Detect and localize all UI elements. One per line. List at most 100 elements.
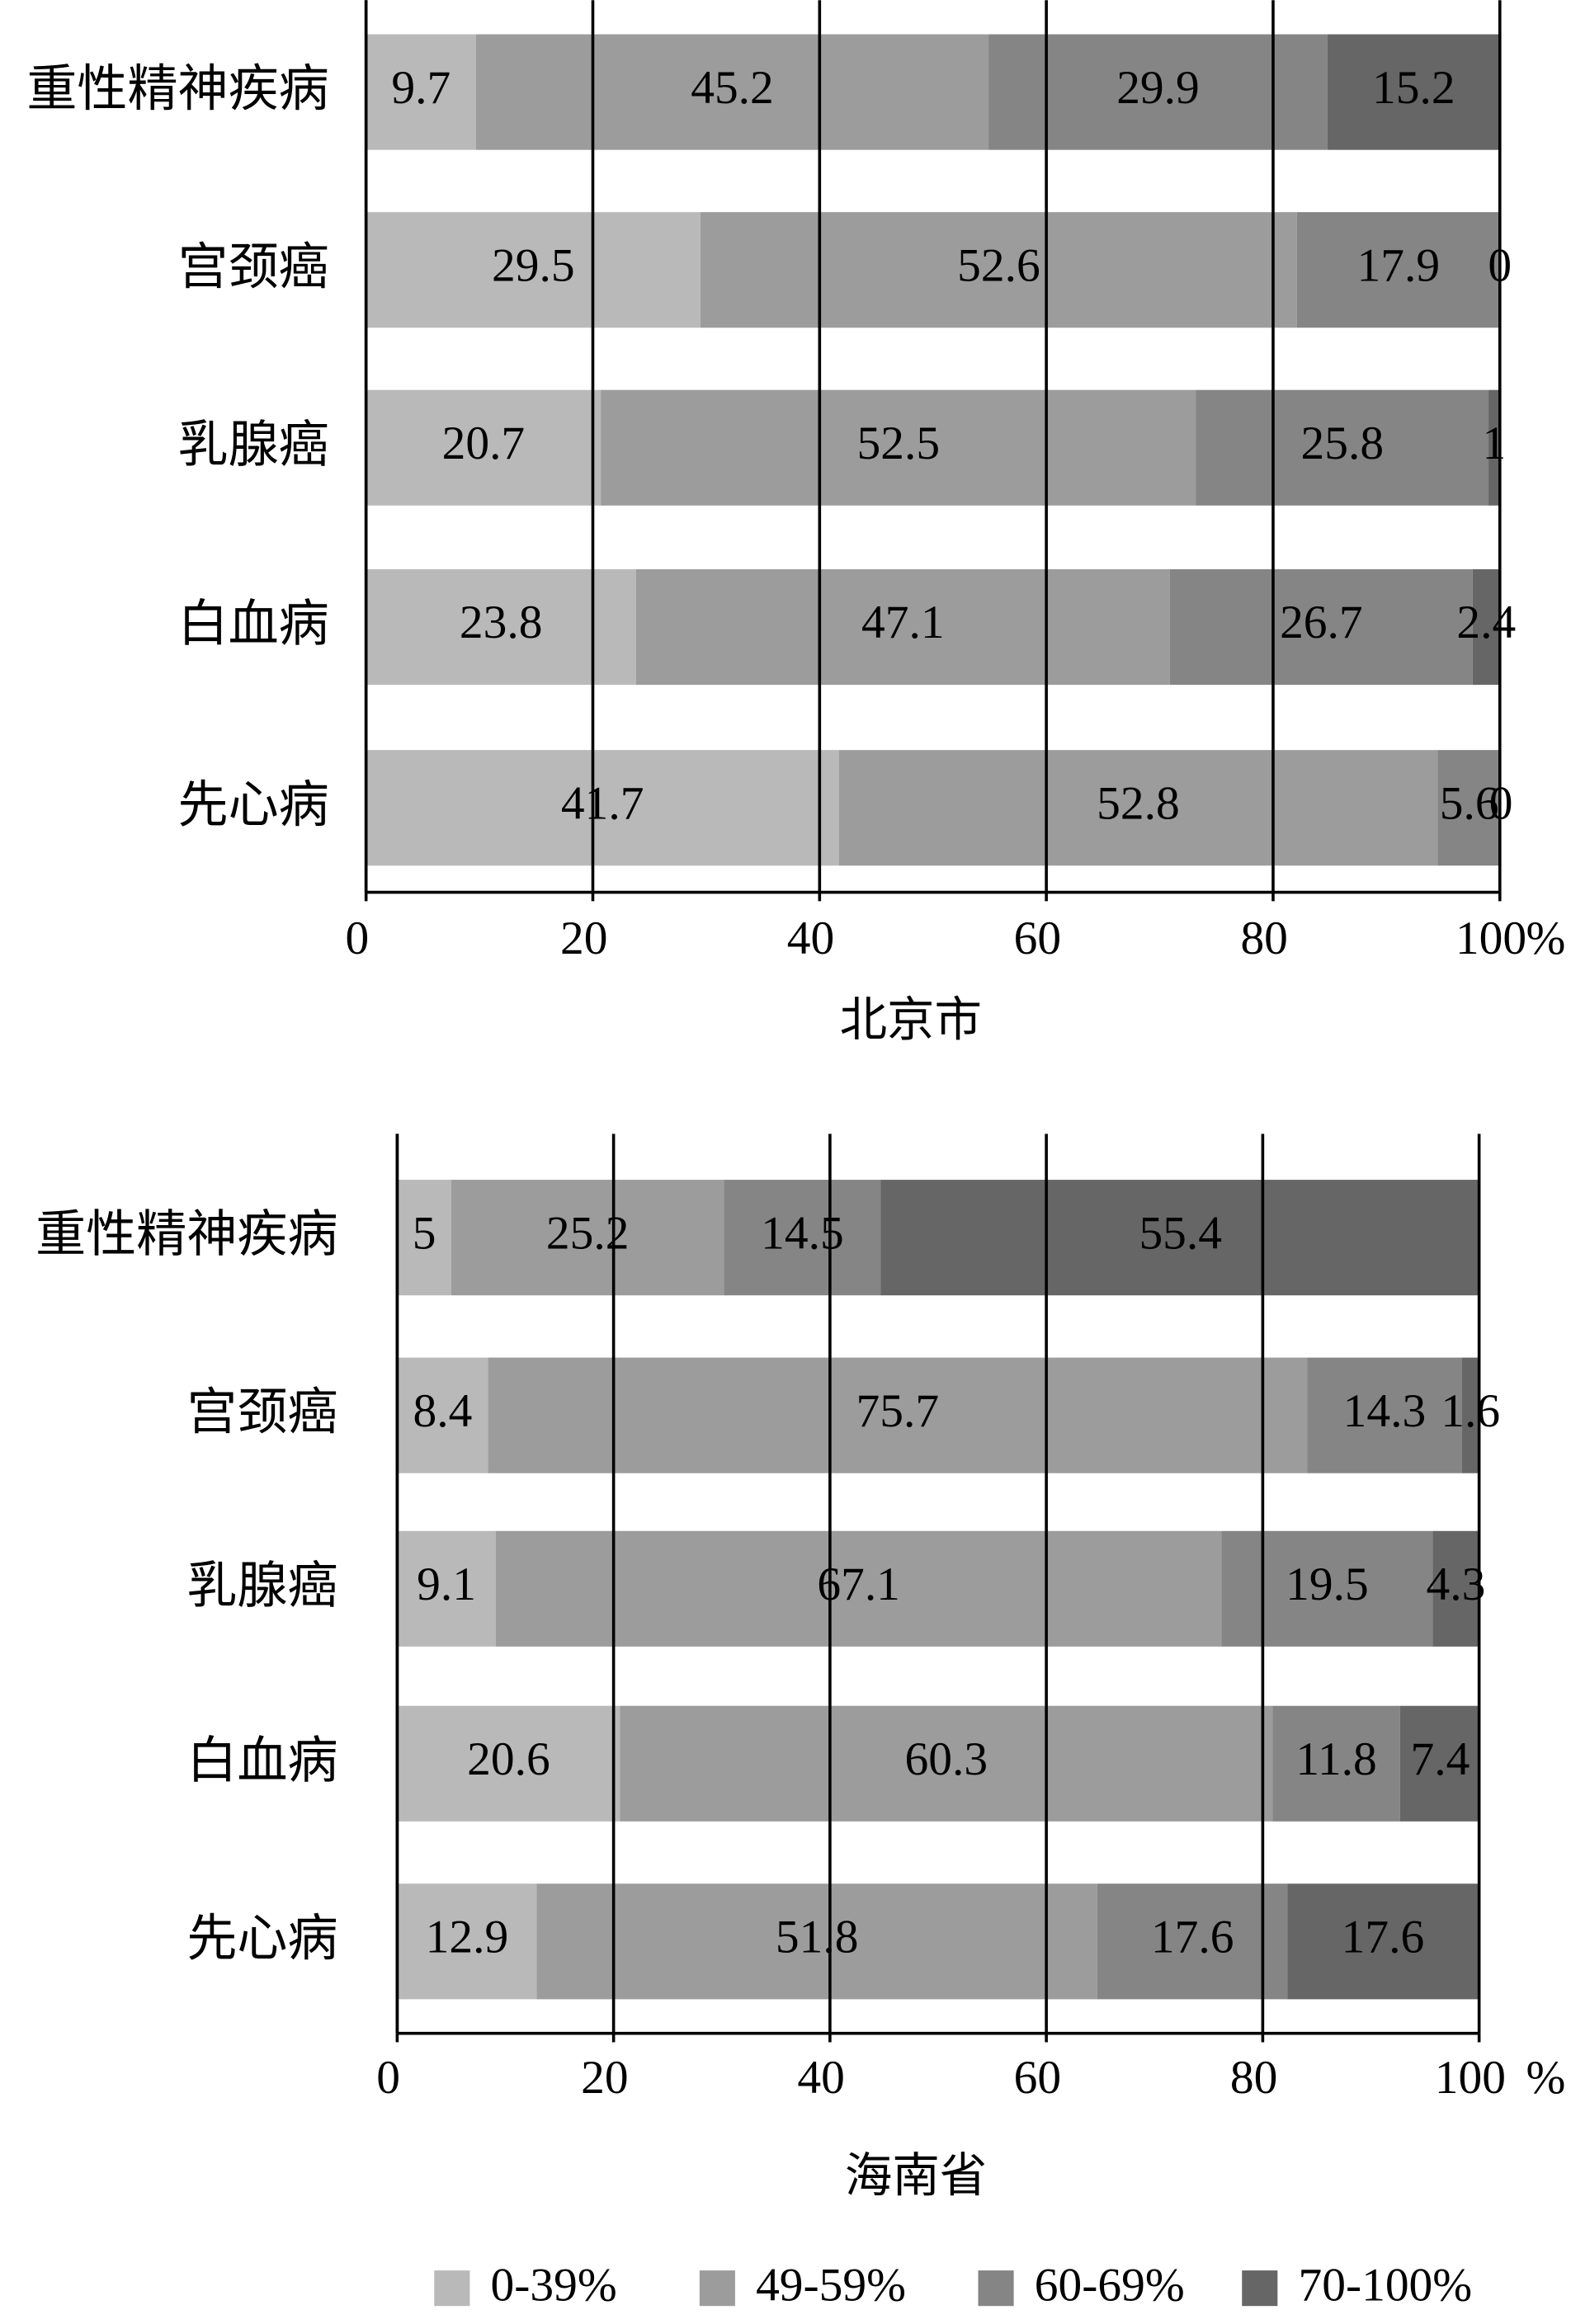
data-label: 11.8 [1295,1733,1376,1785]
data-label: 17.6 [1342,1912,1425,1963]
bar-segment [1488,389,1500,506]
x-tick-label: 80 [1240,912,1287,964]
data-label: 2.4 [1456,596,1516,648]
data-label: 29.5 [492,239,575,291]
data-label: 41.7 [561,777,644,829]
y-tick-label: 先心病 [178,775,329,834]
data-label: 17.9 [1357,239,1441,291]
bar-segment [724,1180,881,1296]
bar-segment [366,750,839,866]
bar-segment [366,389,602,506]
bar-segment [1399,1705,1480,1822]
data-label: 75.7 [856,1385,940,1437]
bar-segment [488,1357,1308,1473]
bar-segment [701,212,1297,328]
data-label: 60.3 [905,1733,988,1785]
bar-segment [1272,1705,1400,1822]
legend-swatch [1242,2270,1278,2307]
bar-segment [397,1180,451,1296]
bar-segment [838,750,1438,866]
x-unit: % [1526,912,1566,964]
x-axis-label: 北京市 [840,992,982,1047]
bar-segment [1472,569,1500,686]
bar-segment [620,1705,1273,1822]
bar-segment [1287,1883,1479,2000]
x-tick-label: 60 [1014,2052,1061,2104]
data-label: 23.8 [460,596,543,648]
data-label: 29.9 [1116,62,1200,114]
y-tick-label: 白血病 [186,1731,337,1789]
bar-segment [1327,34,1500,150]
bar-segment [601,389,1196,506]
data-label: 47.1 [861,596,945,648]
legend-swatch [699,2270,735,2307]
data-label: 20.7 [442,417,526,469]
bar-segment [397,1705,620,1822]
data-label: 8.4 [413,1385,473,1437]
bar-segment [1461,1357,1479,1473]
x-tick-label: 80 [1230,2052,1277,2104]
data-label: 1 [1483,417,1507,469]
legend-swatch [434,2270,470,2307]
x-tick-label: 100 [1435,2052,1506,2104]
bar-segment [1196,389,1489,506]
bar-segment [397,1883,537,2000]
bar-segment [397,1357,488,1473]
x-tick-label: 0 [346,912,370,964]
data-label: 26.7 [1280,596,1363,648]
bar-segment [475,34,989,150]
data-label: 51.8 [776,1912,859,1963]
data-label: 5 [413,1207,436,1259]
bar-segment [536,1883,1097,2000]
legend-swatch [978,2270,1014,2307]
y-tick-label: 重性精神疾病 [35,1205,337,1264]
data-label: 45.2 [691,62,774,114]
bar-segment [1432,1530,1479,1647]
data-label: 25.8 [1300,417,1384,469]
bar-segment [366,569,636,686]
x-tick-label: 20 [581,2052,628,2104]
data-label: 12.9 [426,1912,509,1963]
bar-segment [1437,750,1502,866]
data-label: 1.6 [1441,1385,1500,1437]
y-tick-label: 先心病 [186,1909,337,1968]
data-label: 55.4 [1139,1207,1222,1259]
data-label: 20.6 [467,1733,550,1785]
bar-segment [397,1530,496,1647]
legend-label: 0-39% [491,2260,617,2312]
data-label: 9.7 [391,62,451,114]
bar-segment [1307,1357,1462,1473]
bar-segment [366,212,701,328]
data-label: 7.4 [1411,1733,1470,1785]
y-tick-label: 宫颈癌 [178,238,329,296]
x-tick-label: 100 [1455,912,1526,964]
bar-segment [451,1180,724,1296]
x-tick-label: 20 [560,912,607,964]
data-label: 52.8 [1097,777,1180,829]
y-tick-label: 白血病 [178,595,329,653]
bar-segment [495,1530,1222,1647]
bar-segment [1097,1883,1288,2000]
x-unit: % [1526,2052,1566,2104]
bar-segment [1296,212,1500,328]
data-label: 15.2 [1372,62,1455,114]
data-label: 25.2 [546,1207,630,1259]
data-label: 9.1 [417,1558,476,1610]
y-tick-label: 宫颈癌 [186,1383,337,1441]
y-tick-label: 乳腺癌 [186,1556,337,1615]
bar-segment [880,1180,1480,1296]
bar-segment [635,569,1170,686]
data-label: 5.6 [1440,777,1499,829]
data-label: 17.6 [1151,1912,1234,1963]
x-tick-label: 60 [1014,912,1061,964]
x-axis-label: 海南省 [845,2147,987,2203]
data-label: 52.6 [957,239,1040,291]
data-label: 52.5 [857,417,941,469]
legend-label: 49-59% [756,2260,906,2312]
legend-label: 70-100% [1298,2260,1472,2312]
data-label: 19.5 [1286,1558,1369,1610]
legend-label: 60-69% [1035,2260,1185,2312]
y-tick-label: 重性精神疾病 [26,59,328,118]
